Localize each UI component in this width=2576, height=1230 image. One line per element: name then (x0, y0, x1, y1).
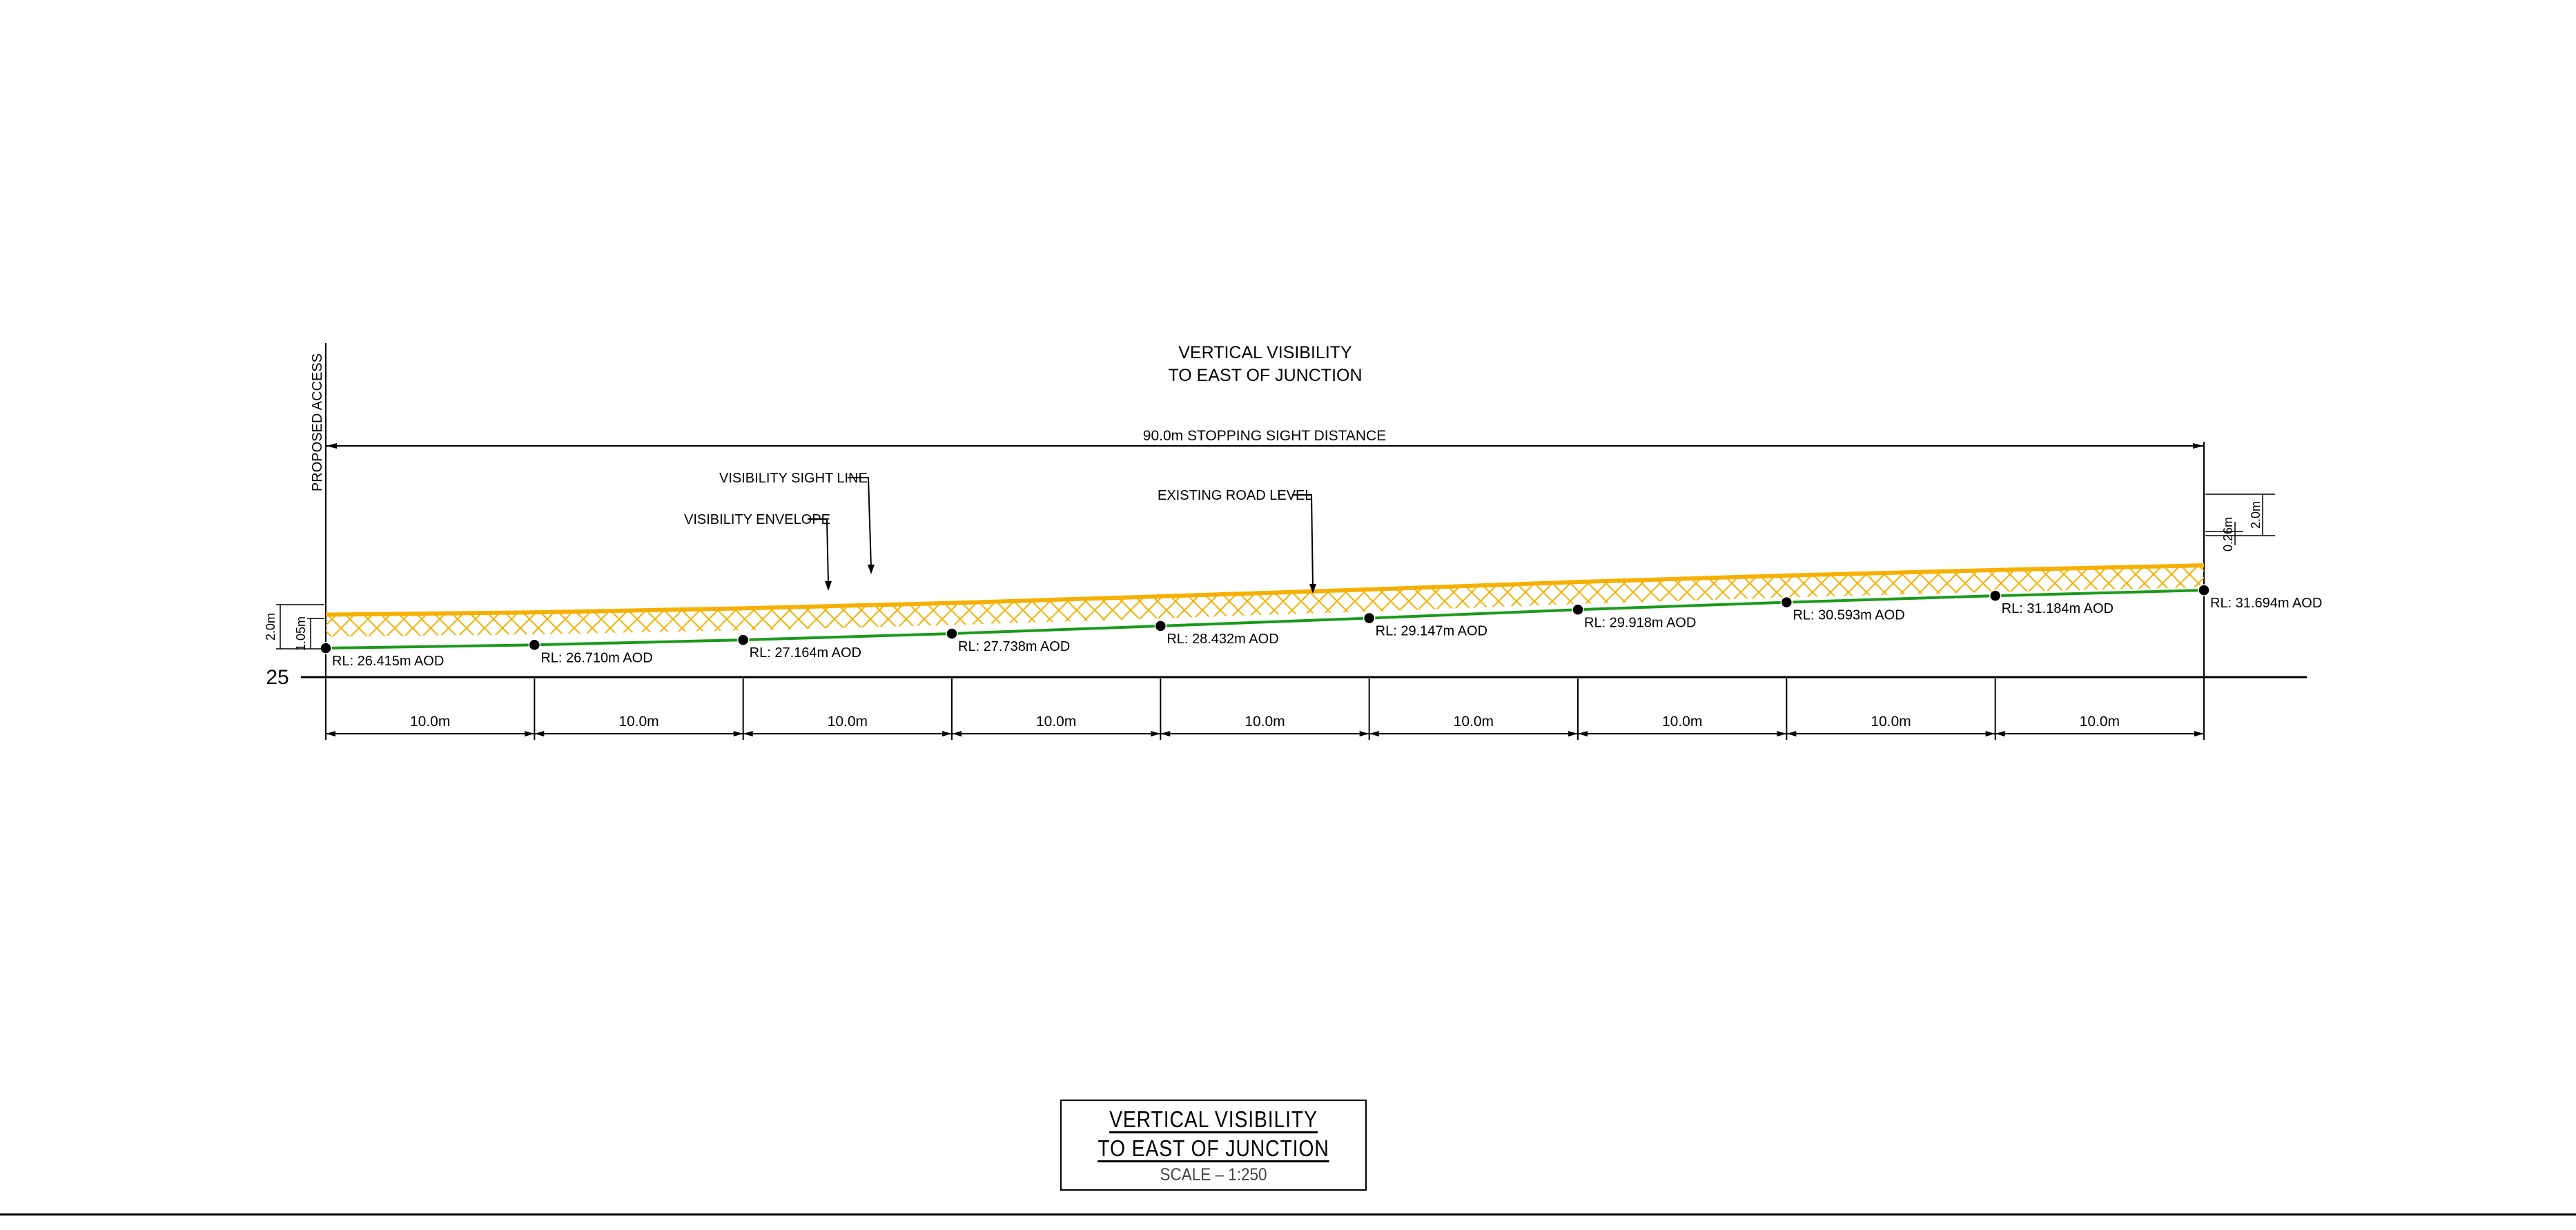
stopping-sight-label: 90.0m STOPPING SIGHT DISTANCE (1143, 428, 1386, 444)
visibility-sight-line (325, 563, 2205, 617)
chainage-label: 10.0m (2080, 714, 2120, 730)
level-point (1363, 612, 1376, 625)
right-height-dimensions: 2.0m 0.26m (2205, 494, 2275, 551)
chainage-label: 10.0m (1036, 714, 1076, 730)
level-label: RL: 31.694m AOD (2210, 596, 2322, 611)
level-point (736, 634, 750, 646)
level-point (528, 638, 541, 652)
title-block-line2: TO EAST OF JUNCTION (1097, 1135, 1329, 1161)
chainage-label: 10.0m (1454, 714, 1494, 730)
left-envelope-height: 2.0m (264, 613, 277, 641)
road-level-leader: EXISTING ROAD LEVEL (1158, 488, 1316, 594)
level-point (946, 627, 958, 640)
sight-line-label: VISIBILITY SIGHT LINE (719, 471, 868, 486)
left-height-dimensions: 2.0m 1.05m (264, 604, 324, 651)
level-label: RL: 29.918m AOD (1584, 615, 1696, 630)
visibility-envelope (326, 565, 2204, 637)
chainage-label: 10.0m (410, 714, 450, 730)
envelope-label: VISIBILITY ENVELOPE (684, 512, 830, 527)
chainage-label: 10.0m (1871, 714, 1911, 730)
level-point (2198, 584, 2210, 596)
left-eye-height: 1.05m (294, 616, 308, 651)
level-point (320, 642, 332, 654)
level-points: RL: 26.415m AOD RL: 26.710m AOD RL: 27.164… (320, 584, 2322, 669)
level-point (1989, 589, 2002, 602)
title-block-line1: VERTICAL VISIBILITY (1109, 1106, 1318, 1132)
chainage-dimensions: 10.0m 10.0m 10.0m 10.0m 10.0m 10.0m 10.0m 10.0m… (325, 679, 2205, 740)
road-level-label: EXISTING ROAD LEVEL (1158, 488, 1313, 503)
level-point (1780, 596, 1793, 609)
level-label: RL: 27.164m AOD (750, 645, 861, 661)
level-label: RL: 26.415m AOD (332, 654, 444, 669)
level-label: RL: 30.593m AOD (1793, 608, 1904, 623)
chainage-label: 10.0m (1245, 714, 1285, 730)
level-point (1154, 620, 1167, 632)
title-block: VERTICAL VISIBILITY TO EAST OF JUNCTION … (1060, 1100, 1367, 1191)
section-title-line1: VERTICAL VISIBILITY (1178, 343, 1352, 362)
title-block-scale: SCALE – 1:250 (1160, 1165, 1267, 1184)
sight-line-leader: VISIBILITY SIGHT LINE (719, 471, 875, 574)
proposed-access-label: PROPOSED ACCESS (310, 353, 325, 491)
section-title-line2: TO EAST OF JUNCTION (1168, 366, 1362, 385)
level-point (1572, 603, 1584, 616)
right-envelope-height: 2.0m (2249, 501, 2263, 529)
level-label: RL: 31.184m AOD (2002, 601, 2114, 616)
chainage-label: 10.0m (1662, 714, 1702, 730)
right-object-height: 0.26m (2221, 517, 2235, 551)
sheet-border-bottom (0, 1213, 2576, 1216)
envelope-leader: VISIBILITY ENVELOPE (684, 512, 832, 591)
chainage-label: 10.0m (618, 714, 658, 730)
level-label: RL: 26.710m AOD (540, 650, 652, 665)
level-label: RL: 29.147m AOD (1376, 624, 1487, 639)
level-label: RL: 27.738m AOD (958, 639, 1070, 654)
chainage-label: 10.0m (828, 714, 868, 730)
level-label: RL: 28.432m AOD (1167, 632, 1278, 647)
stopping-sight-dimension: 90.0m STOPPING SIGHT DISTANCE (326, 428, 2204, 449)
existing-road-level-line (325, 589, 2205, 650)
datum-label: 25 (266, 666, 289, 689)
